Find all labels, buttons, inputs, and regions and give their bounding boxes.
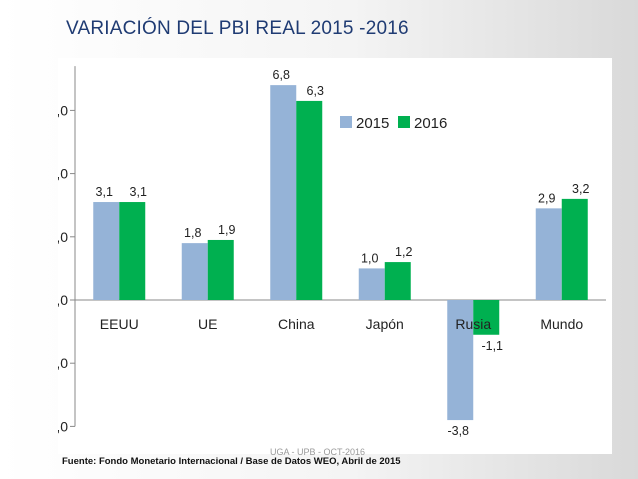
data-label: 1,2 (395, 245, 412, 259)
bar-2015-china (270, 85, 297, 301)
data-label: 3,1 (96, 185, 113, 199)
bar-2016-eeuu (119, 202, 146, 300)
y-tick-label: 6,0 (58, 102, 68, 118)
y-tick-label: -2,0 (58, 355, 68, 371)
bar-2015-rusia (447, 300, 474, 421)
bar-2016-china (296, 100, 323, 300)
category-labels: EEUU UE China Japón Rusia Mundo (100, 316, 584, 332)
source-note: Fuente: Fondo Monetario Internacional / … (62, 456, 401, 467)
data-labels: 3,1 3,1 1,8 1,9 6,8 6,3 1,0 1,2 -3,8 -1,1 2,9 3,2 (96, 68, 590, 438)
data-label: 2,9 (538, 191, 555, 205)
bar-2016-japón (384, 262, 411, 300)
category-label: UE (198, 316, 217, 332)
data-label: 1,8 (184, 226, 201, 240)
data-label: 1,0 (361, 251, 378, 265)
bar-2016-ue (207, 239, 234, 300)
slide-title: VARIACIÓN DEL PBI REAL 2015 -2016 (66, 18, 409, 39)
data-label: -3,8 (447, 424, 469, 438)
y-tick-label: 4,0 (58, 166, 68, 182)
legend-label: 2016 (414, 115, 447, 132)
data-label: 1,9 (218, 223, 235, 237)
category-label: Rusia (455, 316, 491, 332)
data-label: 3,2 (572, 182, 589, 196)
y-tick-label: 0,0 (58, 292, 68, 308)
bar-2015-japón (358, 268, 385, 300)
legend: 2015 2016 (340, 115, 447, 132)
bars (93, 85, 588, 421)
bar-2015-eeuu (93, 202, 120, 300)
legend-label: 2015 (356, 115, 389, 132)
category-label: Japón (366, 316, 404, 332)
category-label: Mundo (540, 316, 583, 332)
y-tick-label: -4,0 (58, 418, 68, 434)
legend-swatch (398, 116, 410, 128)
bar-2015-mundo (535, 208, 562, 300)
y-tick-label: 2,0 (58, 229, 68, 245)
category-label: China (278, 316, 315, 332)
chart-panel: 6,0 4,0 2,0 0,0 -2,0 -4,0 3,1 3,1 1,8 1,9 6,8 6,3 1… (58, 58, 612, 454)
data-label: 3,1 (130, 185, 147, 199)
data-label: 6,8 (273, 68, 290, 82)
category-label: EEUU (100, 316, 139, 332)
bar-2015-ue (181, 243, 208, 300)
footer-stamp: UGA - UPB - OCT-2016 (270, 447, 366, 457)
data-label: 6,3 (307, 84, 324, 98)
legend-swatch (340, 116, 352, 128)
y-axis: 6,0 4,0 2,0 0,0 -2,0 -4,0 (58, 66, 606, 434)
data-label: -1,1 (481, 339, 503, 353)
bar-2016-mundo (561, 198, 588, 300)
bar-2016-rusia (473, 300, 500, 335)
bar-chart: 6,0 4,0 2,0 0,0 -2,0 -4,0 3,1 3,1 1,8 1,9 6,8 6,3 1… (58, 66, 606, 438)
